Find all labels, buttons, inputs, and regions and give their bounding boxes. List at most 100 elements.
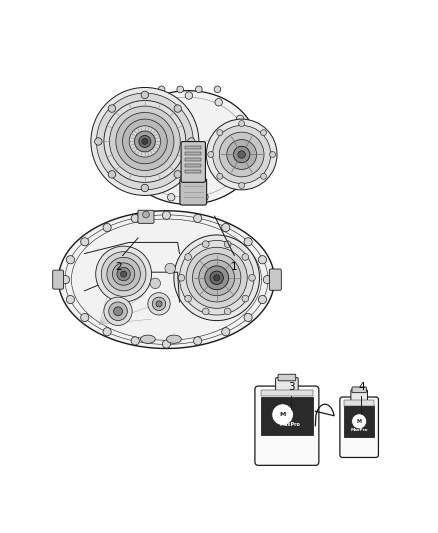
FancyBboxPatch shape xyxy=(344,400,374,406)
FancyBboxPatch shape xyxy=(278,374,296,381)
Text: 2: 2 xyxy=(115,262,122,271)
Circle shape xyxy=(141,184,148,192)
Circle shape xyxy=(227,140,257,169)
Circle shape xyxy=(258,295,267,304)
FancyBboxPatch shape xyxy=(340,397,378,457)
Circle shape xyxy=(174,235,259,320)
Circle shape xyxy=(120,271,127,277)
Circle shape xyxy=(141,181,148,189)
Circle shape xyxy=(185,92,193,99)
FancyBboxPatch shape xyxy=(180,179,207,205)
Circle shape xyxy=(128,163,135,171)
Circle shape xyxy=(108,171,116,178)
Circle shape xyxy=(150,278,160,288)
Circle shape xyxy=(215,99,223,106)
Circle shape xyxy=(165,263,175,273)
Circle shape xyxy=(238,151,245,158)
Circle shape xyxy=(185,254,191,260)
FancyBboxPatch shape xyxy=(138,211,154,223)
Circle shape xyxy=(214,86,221,93)
Text: M: M xyxy=(357,419,362,424)
Circle shape xyxy=(158,86,165,93)
Circle shape xyxy=(167,193,175,201)
Circle shape xyxy=(95,246,152,302)
Circle shape xyxy=(101,252,146,296)
Circle shape xyxy=(143,211,149,218)
Circle shape xyxy=(109,302,127,320)
Circle shape xyxy=(107,257,140,291)
FancyBboxPatch shape xyxy=(261,390,313,397)
Circle shape xyxy=(103,223,111,232)
Circle shape xyxy=(174,105,181,112)
FancyBboxPatch shape xyxy=(269,269,281,290)
FancyBboxPatch shape xyxy=(255,386,319,465)
Circle shape xyxy=(139,135,151,148)
Bar xyxy=(185,170,201,173)
Circle shape xyxy=(142,139,148,144)
Circle shape xyxy=(127,128,135,136)
Circle shape xyxy=(116,112,174,171)
Circle shape xyxy=(187,138,195,145)
Circle shape xyxy=(201,193,208,201)
Circle shape xyxy=(199,260,235,296)
Circle shape xyxy=(81,313,89,321)
FancyBboxPatch shape xyxy=(53,270,64,289)
Circle shape xyxy=(131,337,139,345)
Ellipse shape xyxy=(166,335,181,343)
FancyBboxPatch shape xyxy=(261,397,313,435)
Polygon shape xyxy=(59,211,274,349)
Circle shape xyxy=(202,241,209,247)
Bar xyxy=(185,146,201,149)
Circle shape xyxy=(108,105,116,112)
Circle shape xyxy=(136,112,144,119)
Circle shape xyxy=(194,337,202,345)
Circle shape xyxy=(210,271,223,285)
Circle shape xyxy=(249,274,255,281)
FancyBboxPatch shape xyxy=(352,387,366,393)
Circle shape xyxy=(177,86,184,93)
Circle shape xyxy=(129,126,160,157)
Circle shape xyxy=(131,214,139,222)
Circle shape xyxy=(269,151,276,157)
Circle shape xyxy=(193,254,241,302)
Circle shape xyxy=(162,340,170,348)
Circle shape xyxy=(261,173,266,179)
Circle shape xyxy=(246,136,254,144)
FancyBboxPatch shape xyxy=(344,406,374,437)
Text: 3: 3 xyxy=(288,382,295,392)
Circle shape xyxy=(224,308,231,315)
Circle shape xyxy=(244,238,252,246)
Circle shape xyxy=(239,182,245,188)
Polygon shape xyxy=(124,91,258,204)
Circle shape xyxy=(125,145,132,152)
Circle shape xyxy=(208,151,214,157)
Circle shape xyxy=(233,146,250,163)
Circle shape xyxy=(272,404,293,425)
Circle shape xyxy=(206,119,277,190)
Circle shape xyxy=(156,301,162,307)
Circle shape xyxy=(123,119,167,164)
Circle shape xyxy=(212,125,271,183)
Circle shape xyxy=(242,295,249,302)
Circle shape xyxy=(202,308,209,315)
Circle shape xyxy=(258,256,267,264)
Circle shape xyxy=(152,297,166,311)
Circle shape xyxy=(263,276,272,284)
FancyBboxPatch shape xyxy=(276,378,298,391)
Circle shape xyxy=(61,276,70,284)
Circle shape xyxy=(141,91,148,99)
Bar xyxy=(185,152,201,155)
Circle shape xyxy=(239,120,245,126)
Circle shape xyxy=(217,130,223,135)
Circle shape xyxy=(95,138,102,145)
Circle shape xyxy=(205,266,229,290)
Circle shape xyxy=(91,87,199,196)
Text: MaxPro: MaxPro xyxy=(279,422,300,427)
Circle shape xyxy=(261,130,266,135)
Circle shape xyxy=(222,328,230,336)
Circle shape xyxy=(156,98,163,105)
Ellipse shape xyxy=(140,335,155,343)
Bar xyxy=(185,158,201,161)
Circle shape xyxy=(117,268,131,281)
Circle shape xyxy=(217,173,223,179)
